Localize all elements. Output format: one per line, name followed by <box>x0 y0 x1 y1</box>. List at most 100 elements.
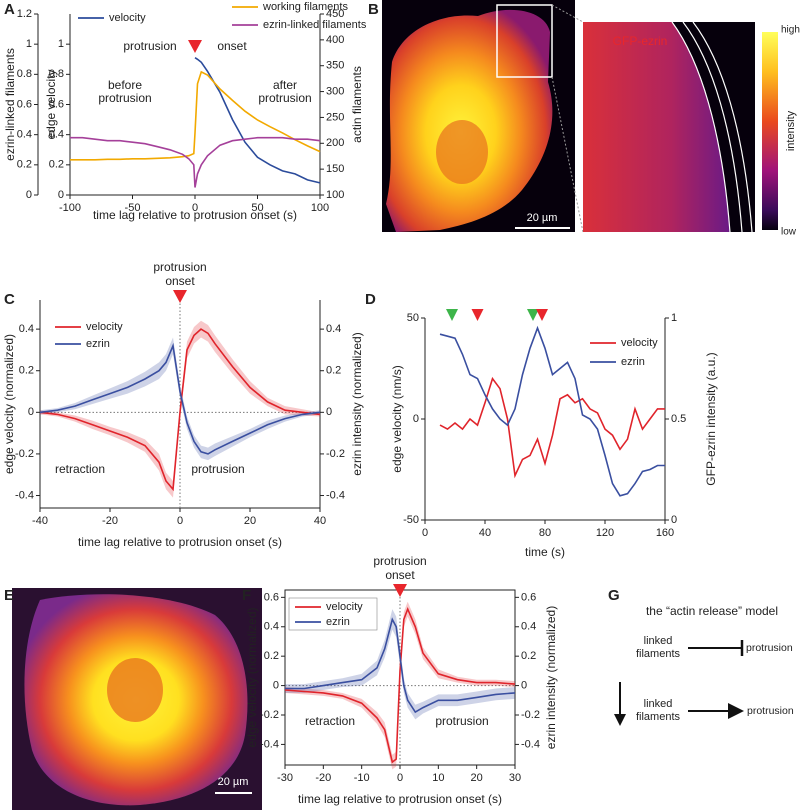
y2-tick-label: 150 <box>326 163 344 175</box>
edge-window <box>692 21 753 233</box>
image-e: 20 µm <box>12 588 262 810</box>
panel-label: C <box>4 291 15 308</box>
y2-tick-label: 0.2 <box>326 365 341 377</box>
x-tick-label: 10 <box>432 772 444 784</box>
series-line <box>439 376 665 479</box>
x-tick-label: -100 <box>59 202 81 214</box>
model-subject: linked <box>644 635 673 647</box>
y2-tick-label: -0.4 <box>326 489 345 501</box>
panel-label: D <box>365 291 376 308</box>
onset-marker <box>527 309 539 321</box>
y-axis-label: edge velocity (normalized) <box>245 607 259 747</box>
onset-label: onset <box>217 39 247 53</box>
y3-tick-label: 0.2 <box>17 159 32 171</box>
annotation: protrusion <box>191 462 244 476</box>
y2-tick-label: 250 <box>326 111 344 123</box>
legend-label: velocity <box>109 12 146 24</box>
y2-tick-label: 0.2 <box>521 650 536 662</box>
y2-tick-label: 200 <box>326 137 344 149</box>
y3-tick-label: 1 <box>26 38 32 50</box>
legend-label: ezrin <box>326 616 350 628</box>
y3-tick-label: 0.8 <box>17 68 32 80</box>
cell <box>386 9 553 233</box>
y-tick-label: 0.6 <box>264 591 279 603</box>
y2-axis-label: ezrin intensity (normalized) <box>544 606 558 749</box>
y3-tick-label: 0 <box>26 189 32 201</box>
y3-tick-label: 1.2 <box>17 8 32 20</box>
y-tick-label: 0.2 <box>19 365 34 377</box>
legend-label: working filaments <box>262 1 348 13</box>
promote-head <box>728 703 744 719</box>
y2-tick-label: 450 <box>326 8 344 20</box>
image-b: 20 µm GFP-ezrin high low intensity <box>382 0 800 238</box>
model-object: protrusion <box>746 642 793 654</box>
y2-axis-label: actin filaments <box>350 66 364 143</box>
y2-tick-label: 0.4 <box>521 621 536 633</box>
y-tick-label: 0 <box>28 406 34 418</box>
y-tick-label: 0 <box>413 413 419 425</box>
x-tick-label: 30 <box>509 772 521 784</box>
onset-marker <box>188 40 202 53</box>
x-tick-label: 40 <box>314 515 326 527</box>
colorbar-high: high <box>781 25 800 36</box>
zoom-cell <box>583 22 730 232</box>
series-line <box>39 342 321 455</box>
x-tick-label: -40 <box>32 515 48 527</box>
x-tick-label: 160 <box>656 527 674 539</box>
x-tick-label: 120 <box>596 527 614 539</box>
y-tick-label: -0.2 <box>15 448 34 460</box>
zoom-box <box>496 4 553 78</box>
y2-tick-label: 100 <box>326 189 344 201</box>
onset-label: protrusion <box>153 260 206 274</box>
series-line <box>439 325 665 497</box>
y2-tick-label: -0.4 <box>521 738 540 750</box>
annotation: protrusion <box>258 91 311 105</box>
series-line <box>284 606 516 764</box>
x-tick-label: -20 <box>315 772 331 784</box>
annotation: before <box>108 78 142 92</box>
legend-label: velocity <box>621 337 658 349</box>
legend-label: ezrin <box>621 356 645 368</box>
panel-label: A <box>4 1 15 18</box>
y2-tick-label: 400 <box>326 34 344 46</box>
x-tick-label: 0 <box>397 772 403 784</box>
y-tick-label: 0.2 <box>264 650 279 662</box>
onset-marker <box>536 309 548 321</box>
y-tick-label: 0 <box>58 189 64 201</box>
onset-marker <box>471 309 484 321</box>
x-tick-label: 80 <box>539 527 551 539</box>
x-tick-label: 50 <box>251 202 263 214</box>
scale-bar-label: 20 µm <box>527 212 558 224</box>
x-tick-label: -20 <box>102 515 118 527</box>
y2-axis-label: ezrin intensity (normalized) <box>350 332 364 475</box>
annotation: retraction <box>305 714 355 728</box>
onset-label: protrusion <box>123 39 176 53</box>
panel-label: E <box>4 587 14 604</box>
x-axis-label: time (s) <box>525 545 565 559</box>
x-tick-label: 100 <box>311 202 329 214</box>
y-tick-label: 0.8 <box>49 68 64 80</box>
annotation: protrusion <box>98 91 151 105</box>
y3-tick-label: 0.6 <box>17 98 32 110</box>
colorbar-label: intensity <box>785 110 797 151</box>
x-axis-label: time lag relative to protrusion onset (s… <box>298 792 502 806</box>
legend-label: velocity <box>326 601 363 613</box>
y2-tick-label: 0 <box>326 406 332 418</box>
legend-label: ezrin-linked filaments <box>263 19 367 31</box>
series-line <box>39 328 321 492</box>
y-axis-label: edge velocity (nm/s) <box>390 365 404 472</box>
x-tick-label: -50 <box>125 202 141 214</box>
onset-marker <box>393 584 407 597</box>
series-line <box>70 136 321 188</box>
y2-tick-label: 350 <box>326 60 344 72</box>
onset-marker <box>173 290 187 303</box>
model-subject: linked <box>644 698 673 710</box>
annotation: after <box>273 78 297 92</box>
y-tick-label: -0.4 <box>15 489 34 501</box>
model-g: the “actin release” model linked filamen… <box>614 604 794 726</box>
series-line <box>285 617 516 714</box>
legend-label: ezrin <box>86 338 110 350</box>
x-tick-label: 40 <box>479 527 491 539</box>
x-tick-label: 20 <box>244 515 256 527</box>
